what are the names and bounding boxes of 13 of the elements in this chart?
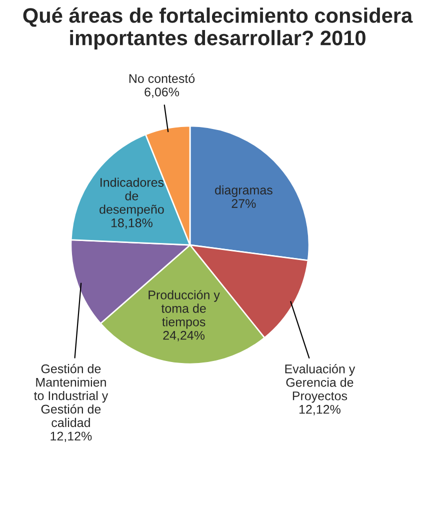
chart-title: Qué áreas de fortalecimiento considera importantes desarrollar? 2010: [23, 7, 413, 50]
slice-label: Evaluación y Gerencia de Proyectos: [285, 364, 356, 403]
data-label: 27%: [232, 199, 256, 208]
data-label: 18,18%: [111, 218, 152, 229]
slice-label: Producción y toma de tiempos: [148, 290, 220, 329]
slice-label: No contestó: [129, 74, 195, 83]
slice-label: Indicadores de desempeño: [100, 178, 164, 216]
data-label: 12,12%: [50, 432, 92, 442]
data-label: 24,24%: [163, 330, 205, 342]
slice-label: diagramas: [215, 185, 272, 197]
slice-label: Gestión de Mantenimien to Industrial y Gestión de calidad: [34, 364, 108, 428]
data-label: 12,12%: [299, 404, 340, 416]
data-label: 6,06%: [144, 88, 180, 98]
